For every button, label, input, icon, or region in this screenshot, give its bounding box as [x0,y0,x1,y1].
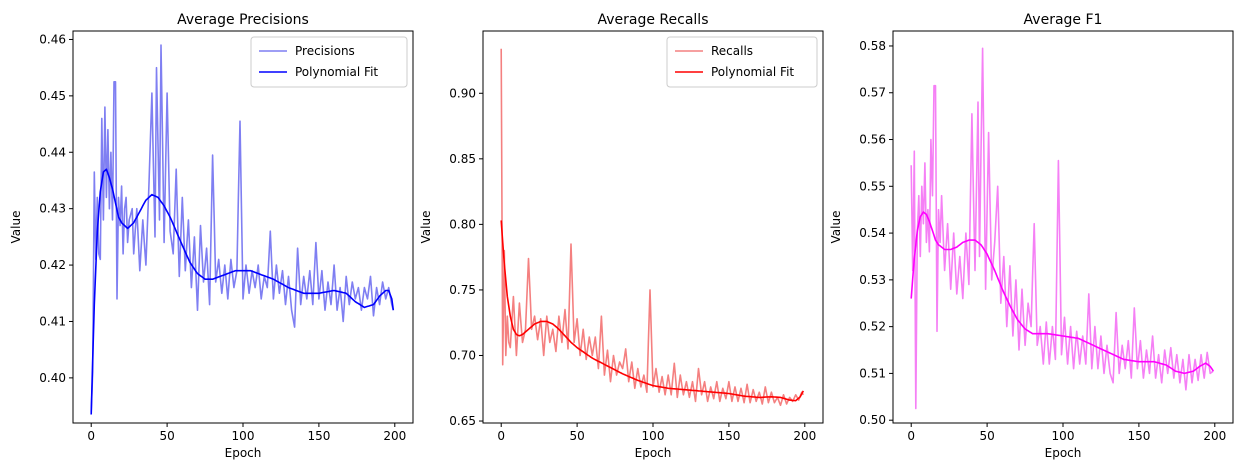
y-tick-label: 0.40 [39,371,66,385]
legend: Precisions Polynomial Fit [250,36,408,88]
y-tick-label: 0.57 [859,86,886,100]
x-tick-label: 150 [1127,429,1150,443]
raw-series-line [910,47,1214,410]
x-axis-label: Epoch [1045,446,1082,460]
fit-series-line [90,168,395,415]
y-tick-label: 0.70 [449,348,476,362]
y-tick-label: 0.90 [449,86,476,100]
x-tick-label: 100 [642,429,665,443]
x-axis-label: Epoch [225,446,262,460]
legend-label: Polynomial Fit [711,65,794,79]
y-tick-label: 0.65 [449,414,476,428]
legend-label: Recalls [711,44,753,58]
series-group [90,44,395,415]
legend: Recalls Polynomial Fit [666,36,818,88]
y-tick-label: 0.54 [859,226,886,240]
x-tick-label: 0 [87,429,95,443]
subplot-1: Average Precisions 0 50 100 150 200 0.40 0.41 0.… [9,12,414,460]
y-tick-label: 0.42 [39,258,66,272]
series-group [500,48,805,407]
y-axis-label: Value [419,211,433,244]
y-tick-label: 0.50 [859,413,886,427]
y-tick-label: 0.43 [39,202,66,216]
fit-series-line [500,220,805,402]
raw-series-line [90,44,395,412]
y-tick-label: 0.44 [39,145,66,159]
y-tick-label: 0.51 [859,366,886,380]
x-axis-label: Epoch [635,446,672,460]
legend-box [250,36,408,88]
x-tick-label: 50 [159,429,174,443]
y-tick-label: 0.55 [859,179,886,193]
legend-label: Polynomial Fit [295,65,378,79]
subplot-title: Average Recalls [597,12,708,28]
x-tick-label: 0 [907,429,915,443]
y-tick-label: 0.58 [859,39,886,53]
x-tick-label: 50 [979,429,994,443]
legend-label: Precisions [295,44,355,58]
x-tick-label: 150 [717,429,740,443]
series-group [910,47,1214,410]
y-tick-label: 0.45 [39,89,66,103]
x-tick-label: 150 [307,429,330,443]
y-tick-label: 0.53 [859,273,886,287]
subplot-title: Average F1 [1024,12,1103,28]
x-tick-label: 100 [232,429,255,443]
subplot-2: Average Recalls 0 50 100 150 200 0.65 0.70 0.75 0… [419,12,824,460]
x-tick-label: 50 [569,429,584,443]
subplot-title: Average Precisions [177,12,309,28]
y-tick-label: 0.52 [859,320,886,334]
x-tick-label: 200 [793,429,816,443]
x-tick-label: 200 [383,429,406,443]
y-axis-label: Value [829,211,843,244]
y-tick-label: 0.56 [859,133,886,147]
y-tick-label: 0.46 [39,32,66,46]
x-tick-label: 100 [1052,429,1075,443]
y-tick-label: 0.85 [449,152,476,166]
y-tick-label: 0.75 [449,283,476,297]
subplot-3: Average F1 0 50 100 150 200 0.50 0.51 0.52 0.53 0.… [829,12,1234,460]
raw-series-line [500,48,804,407]
y-tick-label: 0.80 [449,217,476,231]
fit-series-line [910,211,1214,375]
x-tick-label: 0 [497,429,505,443]
y-tick-label: 0.41 [39,314,66,328]
x-tick-label: 200 [1203,429,1226,443]
y-axis-label: Value [9,211,23,244]
legend-box [666,36,818,88]
